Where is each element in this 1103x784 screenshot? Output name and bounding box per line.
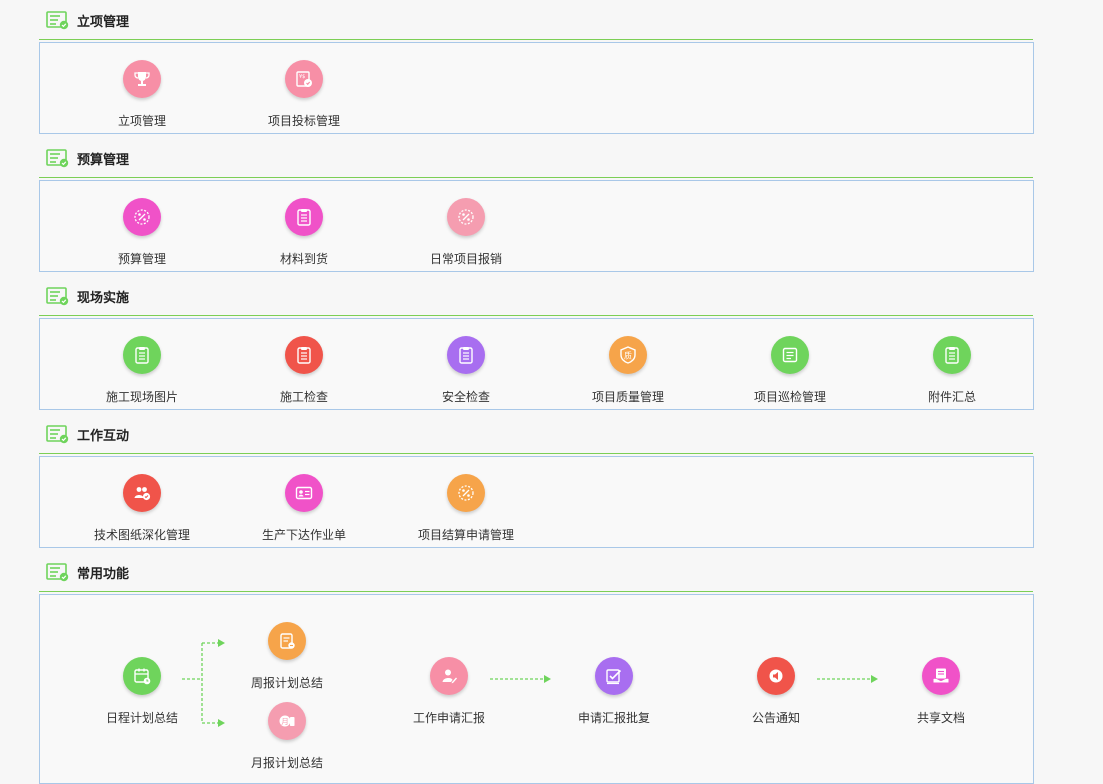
module-item-site-photos[interactable]: 施工现场图片 <box>72 336 212 405</box>
section-divider <box>39 315 1033 316</box>
section-divider <box>39 177 1033 178</box>
section-title: 常用功能 <box>77 566 130 582</box>
list-folder-icon <box>46 10 70 30</box>
svg-text:质: 质 <box>624 351 632 361</box>
speaker-icon <box>757 657 795 695</box>
module-label: 项目质量管理 <box>591 390 664 404</box>
list-folder-icon <box>46 286 70 306</box>
clipboard-icon <box>447 336 485 374</box>
module-label: 预算管理 <box>117 252 166 266</box>
module-item-work-order[interactable]: 生产下达作业单 <box>234 474 374 543</box>
module-label: 立项管理 <box>117 114 166 128</box>
list-folder-icon <box>46 424 70 444</box>
section-divider <box>39 453 1033 454</box>
module-label: 共享文档 <box>916 711 965 725</box>
module-item-daily-reimbursement[interactable]: 日常项目报销 <box>396 198 536 267</box>
module-label: 日常项目报销 <box>429 252 502 266</box>
module-label: 施工现场图片 <box>105 390 178 404</box>
module-item-schedule-summary[interactable]: 日程计划总结 <box>72 657 212 726</box>
percent-badge-icon <box>123 198 161 236</box>
section-header: 现场实施 <box>46 284 129 308</box>
calendar-icon <box>123 657 161 695</box>
module-item-attachment-summary[interactable]: 附件汇总 <box>882 336 1022 405</box>
module-label: 项目结算申请管理 <box>417 528 514 542</box>
module-label: 安全检查 <box>441 390 490 404</box>
list-folder-icon <box>46 562 70 582</box>
flow-arrow <box>817 675 878 683</box>
module-item-shared-documents[interactable]: 共享文档 <box>871 657 1011 726</box>
module-item-construction-inspection[interactable]: 施工检查 <box>234 336 374 405</box>
branch-arrow <box>182 639 225 727</box>
section-panel: 技术图纸深化管理 生产下达作业单 项目结算申请管理 <box>39 456 1034 548</box>
section-divider <box>39 39 1033 40</box>
module-item-material-arrival[interactable]: 材料到货 <box>234 198 374 267</box>
module-item-drawing-deepening[interactable]: 技术图纸深化管理 <box>72 474 212 543</box>
module-item-quality-management[interactable]: 质 项目质量管理 <box>558 336 698 405</box>
approve-icon <box>595 657 633 695</box>
module-label: 工作申请汇报 <box>412 711 485 725</box>
section-header: 立项管理 <box>46 8 129 32</box>
module-label: 申请汇报批复 <box>577 711 650 725</box>
user-edit-icon <box>430 657 468 695</box>
section-panel: 预算管理 材料到货 日常项目报销 <box>39 180 1034 272</box>
section-panel: 施工现场图片 施工检查 安全检查 质 项目质量管理 项目巡检管理 附件汇总 <box>39 318 1034 410</box>
section-divider <box>39 591 1033 592</box>
section-title: 预算管理 <box>77 152 130 168</box>
bid-document-icon: ¥$ <box>285 60 323 98</box>
percent-badge-icon <box>447 198 485 236</box>
section-header: 工作互动 <box>46 422 129 446</box>
module-label: 公告通知 <box>751 711 800 725</box>
section-panel: 日程计划总结 周报计划总结 月 月报计划总结 工作申请汇报 申请汇报批复 公告通… <box>39 594 1034 784</box>
module-label: 周报计划总结 <box>250 676 323 690</box>
module-item-monthly-summary[interactable]: 月 月报计划总结 <box>217 702 357 771</box>
quality-shield-icon: 质 <box>609 336 647 374</box>
module-item-safety-inspection[interactable]: 安全检查 <box>396 336 536 405</box>
module-item-announcement[interactable]: 公告通知 <box>706 657 846 726</box>
module-item-patrol-management[interactable]: 项目巡检管理 <box>720 336 860 405</box>
module-label: 项目巡检管理 <box>753 390 826 404</box>
section-title: 立项管理 <box>77 14 130 30</box>
clipboard-icon <box>933 336 971 374</box>
month-glyph: 月 <box>281 717 289 726</box>
checklist-icon <box>771 336 809 374</box>
module-item-settlement-request[interactable]: 项目结算申请管理 <box>396 474 536 543</box>
module-item-work-request-report[interactable]: 工作申请汇报 <box>379 657 519 726</box>
module-item-project-setup[interactable]: 立项管理 <box>72 60 212 129</box>
module-label: 日程计划总结 <box>105 711 178 725</box>
module-label: 技术图纸深化管理 <box>93 528 190 542</box>
trophy-icon <box>123 60 161 98</box>
svg-text:¥$: ¥$ <box>299 74 305 80</box>
clipboard-icon <box>285 198 323 236</box>
team-icon <box>123 474 161 512</box>
percent-badge-icon <box>447 474 485 512</box>
flow-arrow <box>490 675 551 683</box>
monthly-report-icon: 月 <box>268 702 306 740</box>
report-icon <box>268 622 306 660</box>
module-item-weekly-summary[interactable]: 周报计划总结 <box>217 622 357 691</box>
clipboard-icon <box>285 336 323 374</box>
section-header: 预算管理 <box>46 146 129 170</box>
module-item-project-bidding[interactable]: ¥$ 项目投标管理 <box>234 60 374 129</box>
section-title: 现场实施 <box>77 290 130 306</box>
module-label: 材料到货 <box>279 252 328 266</box>
module-label: 项目投标管理 <box>267 114 340 128</box>
module-label: 施工检查 <box>279 390 328 404</box>
module-label: 生产下达作业单 <box>261 528 346 542</box>
module-item-request-approval[interactable]: 申请汇报批复 <box>544 657 684 726</box>
module-label: 附件汇总 <box>927 390 976 404</box>
list-folder-icon <box>46 148 70 168</box>
section-panel: 立项管理 ¥$ 项目投标管理 <box>39 42 1034 134</box>
shared-document-icon <box>922 657 960 695</box>
module-item-budget-management[interactable]: 预算管理 <box>72 198 212 267</box>
section-header: 常用功能 <box>46 560 129 584</box>
clipboard-icon <box>123 336 161 374</box>
section-title: 工作互动 <box>77 428 130 444</box>
module-label: 月报计划总结 <box>250 756 323 770</box>
id-card-icon <box>285 474 323 512</box>
